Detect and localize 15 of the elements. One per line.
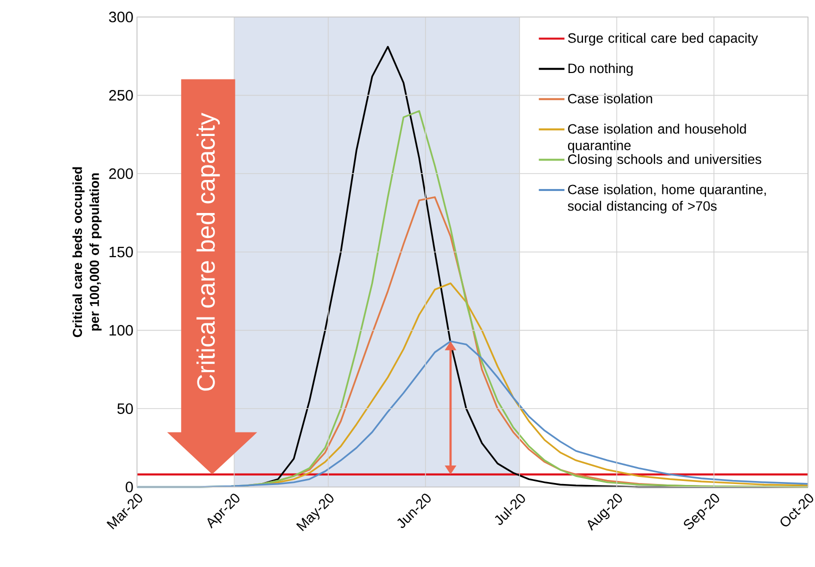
y-tick-label: 250 <box>109 90 133 101</box>
legend-label: Case isolation, home quarantine, social distancing of >70s <box>568 184 766 214</box>
legend-label: Closing schools and universities <box>568 154 762 167</box>
y-tick-label: 0 <box>126 482 133 492</box>
annotation: Critical care bed capacity <box>196 112 220 391</box>
y-tick-label: 300 <box>109 12 133 22</box>
y-tick-label: 150 <box>110 246 133 258</box>
legend-label: Case isolation <box>568 94 652 104</box>
y-tick-label: 200 <box>109 168 133 179</box>
legend-label: Do nothing <box>568 63 633 76</box>
legend-label: Case isolation and household quarantine <box>568 124 746 153</box>
y-axis-title: Critical care beds occupied per 100,000 of population <box>72 167 102 338</box>
y-tick-label: 100 <box>110 325 133 336</box>
y-tick-label: 50 <box>117 403 133 414</box>
legend-label: Surge critical care bed capacity <box>568 32 758 46</box>
